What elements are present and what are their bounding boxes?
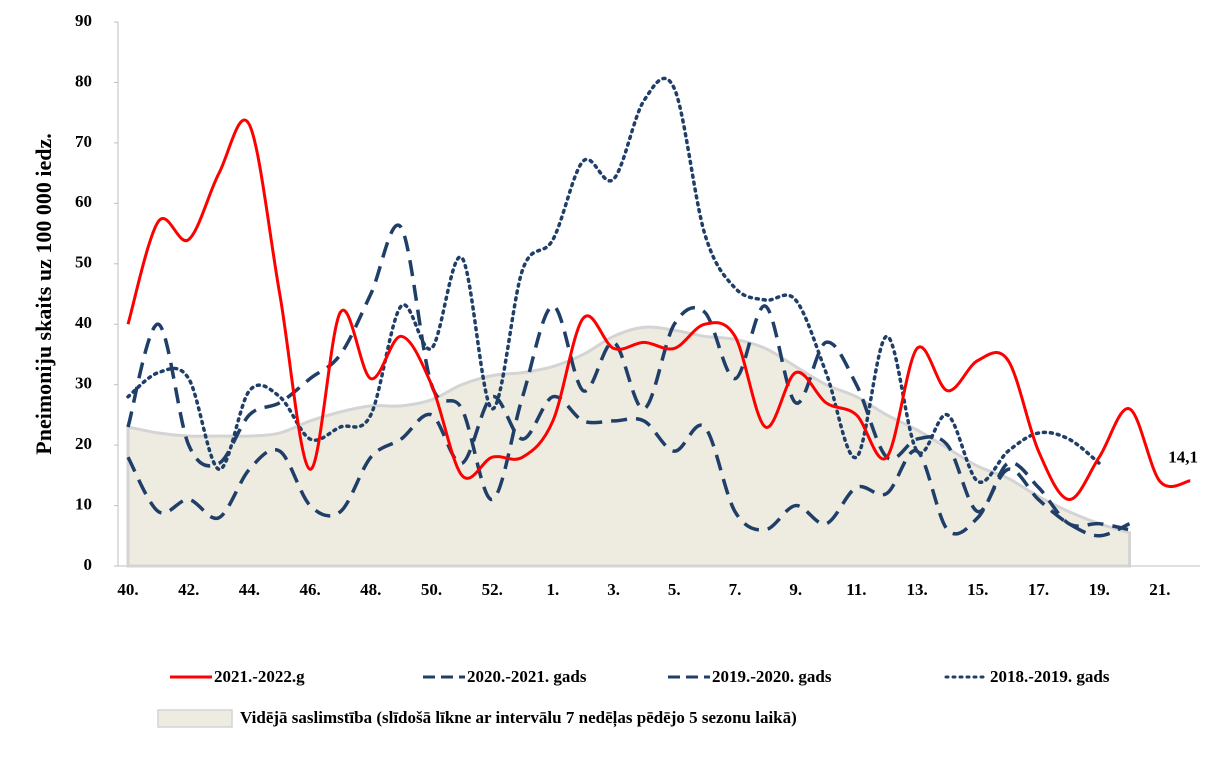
legend-label: 2019.-2020. gads: [712, 667, 832, 686]
legend-label: 2021.-2022.g: [214, 667, 305, 686]
x-tick-label: 52.: [482, 580, 503, 599]
x-tick-label: 13.: [906, 580, 927, 599]
legend-label: Vidējā saslimstība (slīdošā līkne ar int…: [240, 708, 797, 728]
x-tick-label: 5.: [668, 580, 681, 599]
y-axis-title: Pneimoniju skaits uz 100 000 iedz.: [31, 133, 56, 454]
y-tick-label: 20: [75, 434, 92, 453]
y-tick-label: 40: [75, 313, 92, 332]
x-tick-label: 11.: [846, 580, 866, 599]
x-tick-label: 17.: [1028, 580, 1049, 599]
series-line: [126, 223, 1130, 532]
x-tick-label: 50.: [421, 580, 442, 599]
series-line: [126, 394, 1131, 538]
x-tick-label: 9.: [789, 580, 802, 599]
x-tick-label: 3.: [607, 580, 620, 599]
legend-swatch: [157, 709, 233, 728]
y-tick-label: 80: [75, 71, 92, 90]
x-tick-label: 15.: [967, 580, 988, 599]
x-tick-label: 48.: [360, 580, 381, 599]
data-label: 14,1: [1168, 448, 1198, 467]
series-line: [126, 118, 1191, 502]
y-tick-label: 60: [75, 192, 92, 211]
y-tick-label: 10: [75, 494, 92, 513]
x-tick-label: 44.: [239, 580, 260, 599]
x-tick-label: 19.: [1089, 580, 1110, 599]
y-tick-label: 50: [75, 253, 92, 272]
legend-label: 2018.-2019. gads: [990, 667, 1110, 686]
x-tick-label: 46.: [299, 580, 320, 599]
x-tick-label: 21.: [1149, 580, 1170, 599]
x-tick-label: 1.: [547, 580, 560, 599]
x-tick-label: 42.: [178, 580, 199, 599]
y-tick-label: 90: [75, 11, 92, 30]
average-area: [126, 325, 1132, 568]
x-tick-label: 7.: [729, 580, 742, 599]
legend-label: 2020.-2021. gads: [467, 667, 587, 686]
y-tick-label: 70: [75, 132, 92, 151]
y-tick-label: 0: [84, 555, 93, 574]
x-tick-label: 40.: [117, 580, 138, 599]
y-tick-label: 30: [75, 374, 92, 393]
